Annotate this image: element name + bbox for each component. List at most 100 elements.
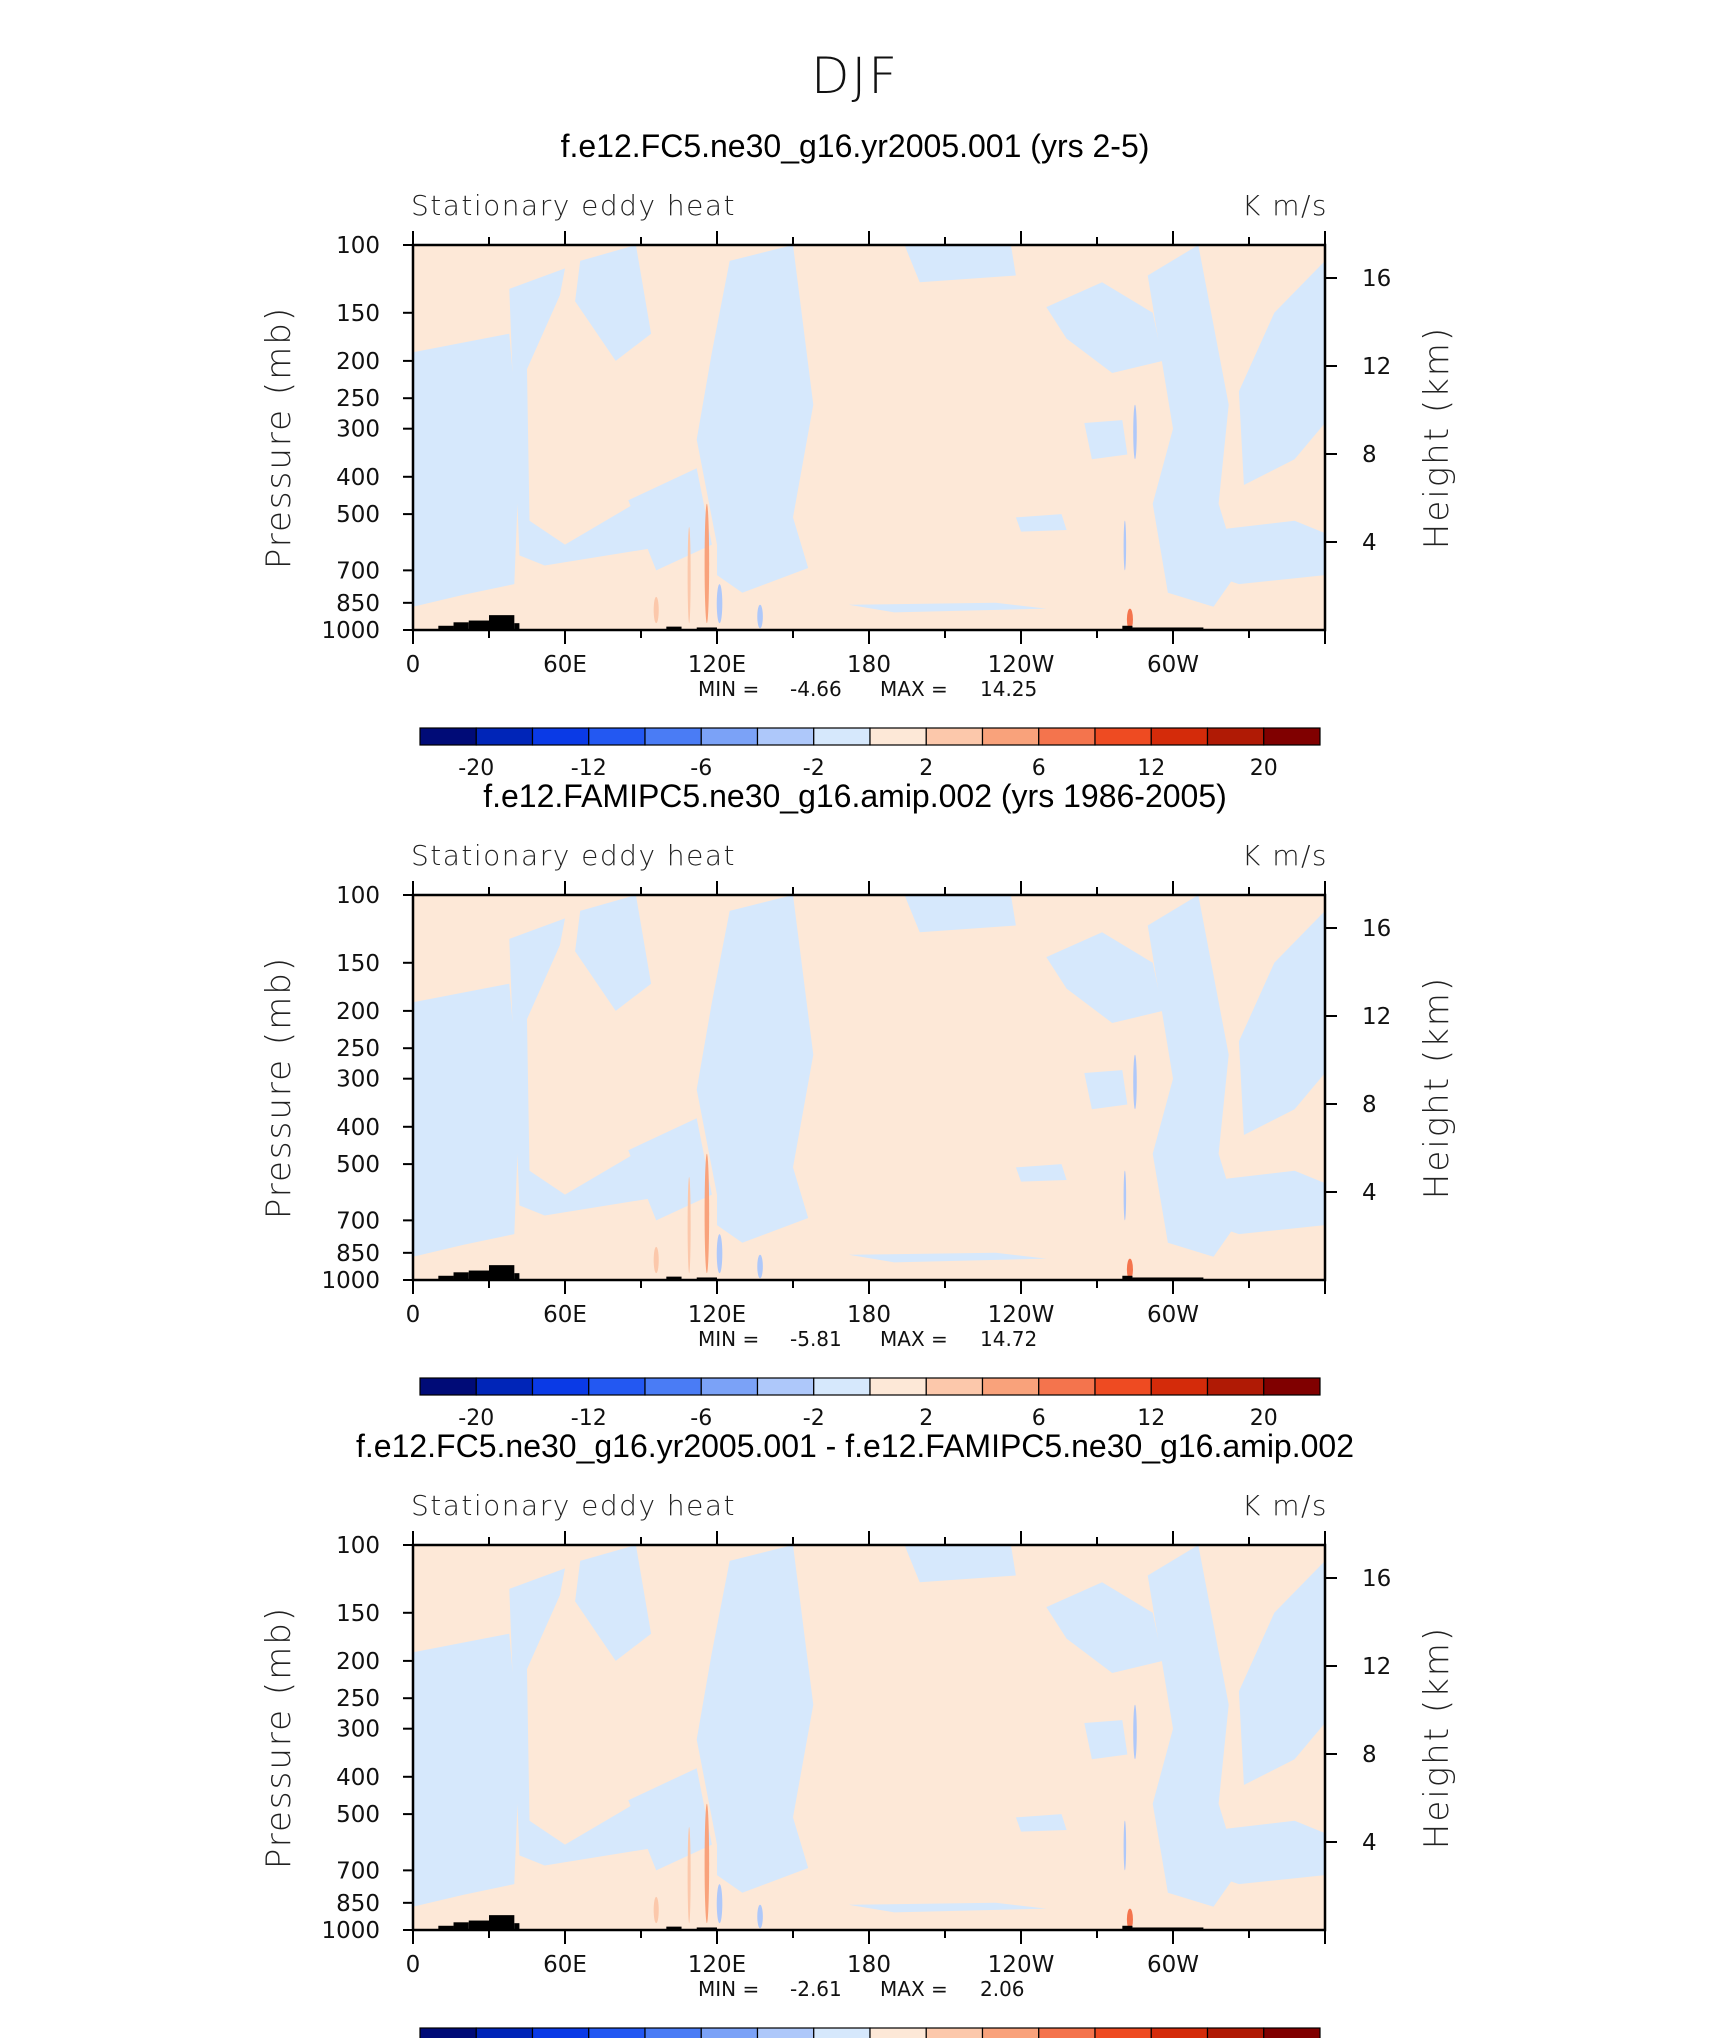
negative-region: [575, 895, 652, 1011]
contour-field: [413, 895, 1325, 1280]
y2-tick-label: 4: [1362, 1830, 1377, 1856]
contour-filament: [704, 1153, 710, 1274]
max-label: MAX =: [880, 1977, 948, 2001]
y-tick-label: 500: [336, 502, 380, 528]
max-value: 2.06: [980, 1977, 1025, 2001]
colorbar-box: [419, 727, 477, 746]
y-tick-label: 400: [336, 1765, 380, 1791]
contour-filament: [687, 1176, 691, 1274]
topography: [666, 626, 682, 630]
negative-region: [904, 1545, 1016, 1583]
colorbar-box: [644, 1377, 702, 1396]
topography: [696, 627, 717, 630]
colorbar-label: 20: [1250, 756, 1278, 781]
y2-tick-label: 16: [1362, 916, 1391, 942]
negative-region: [1188, 1170, 1325, 1235]
x-tick-label: 60W: [1147, 1302, 1199, 1328]
colorbar-label: 6: [1032, 756, 1046, 781]
negative-region: [696, 245, 814, 593]
y-tick-label: 700: [336, 1858, 380, 1884]
negative-region: [848, 1252, 1047, 1263]
panel-title: f.e12.FAMIPC5.ne30_g16.amip.002 (yrs 198…: [483, 778, 1227, 814]
y2-tick-label: 4: [1362, 1180, 1377, 1206]
y-tick-label: 850: [336, 1891, 380, 1917]
panel-title: f.e12.FC5.ne30_g16.yr2005.001 (yrs 2-5): [561, 128, 1150, 164]
negative-region: [904, 245, 1016, 283]
contour-filament: [1126, 1908, 1133, 1930]
contour-filament: [653, 1246, 659, 1274]
x-tick-label: 120E: [688, 1952, 746, 1978]
y2-tick-label: 16: [1362, 266, 1391, 292]
max-value: 14.72: [980, 1327, 1037, 1351]
x-tick-label: 120W: [988, 1302, 1055, 1328]
contour-filament: [687, 526, 691, 624]
negative-region: [1046, 282, 1163, 373]
y-tick-label: 500: [336, 1152, 380, 1178]
topography: [453, 1272, 469, 1280]
x-tick-label: 60E: [543, 652, 587, 678]
negative-region: [696, 1545, 814, 1893]
x-tick-label: 60E: [543, 1302, 587, 1328]
colorbar-box: [1094, 727, 1152, 746]
x-tick-label: 0: [406, 1302, 421, 1328]
colorbar-label: -20: [458, 1406, 494, 1431]
negative-region: [575, 245, 652, 361]
colorbar-box: [531, 2027, 590, 2038]
topography: [1132, 1277, 1204, 1280]
contour-filament: [757, 1254, 763, 1279]
colorbar-box: [1150, 727, 1209, 746]
colorbar-box: [756, 1377, 815, 1396]
panels: f.e12.FC5.ne30_g16.yr2005.001 (yrs 2-5) S…: [259, 128, 1457, 2038]
topography: [453, 1922, 469, 1930]
contour-filament: [704, 1803, 710, 1924]
negative-region: [628, 468, 712, 571]
contour-filament: [1133, 1054, 1137, 1110]
y-tick-label: 850: [336, 591, 380, 617]
colorbar-box: [925, 1377, 984, 1396]
negative-region: [413, 333, 520, 607]
topography: [696, 1277, 717, 1280]
colorbar-box: [419, 2027, 477, 2038]
contour-filament: [716, 1234, 723, 1274]
min-label: MIN =: [698, 677, 759, 701]
panel-2: f.e12.FAMIPC5.ne30_g16.amip.002 (yrs 198…: [259, 778, 1457, 1431]
max-value: 14.25: [980, 677, 1037, 701]
colorbar-box: [588, 727, 646, 746]
colorbar-box: [981, 727, 1040, 746]
contour-filament: [1123, 1820, 1127, 1871]
topography: [514, 1273, 520, 1280]
negative-region: [575, 1545, 652, 1661]
y2-tick-label: 8: [1362, 1742, 1377, 1768]
panel-units-label: K m/s: [1242, 1489, 1328, 1522]
colorbar-box: [925, 2027, 984, 2038]
y-tick-label: 300: [336, 1067, 380, 1093]
topography: [1122, 1275, 1133, 1280]
contour-filament: [653, 1896, 659, 1924]
colorbar-box: [700, 2027, 759, 2038]
y2-tick-label: 8: [1362, 442, 1377, 468]
panel-subtitle-left: Stationary eddy heat: [411, 1489, 736, 1522]
colorbar-box: [1206, 727, 1265, 746]
y-tick-label: 1000: [321, 1918, 380, 1944]
negative-region: [696, 895, 814, 1243]
y-tick-label: 150: [336, 1601, 380, 1627]
topography: [696, 1927, 717, 1930]
negative-region: [1147, 245, 1239, 607]
topography: [489, 1265, 515, 1280]
y-tick-label: 1000: [321, 1268, 380, 1294]
contour-field: [413, 245, 1325, 630]
y-axis-label-right: Height (km): [1417, 326, 1457, 549]
negative-region: [848, 1902, 1047, 1913]
y-axis-label-left: Pressure (mb): [259, 1606, 299, 1869]
x-tick-label: 60E: [543, 1952, 587, 1978]
panel-units-label: K m/s: [1242, 189, 1328, 222]
colorbar-label: -2: [803, 756, 825, 781]
negative-region: [1046, 932, 1163, 1023]
colorbar-box: [1094, 2027, 1152, 2038]
y-tick-label: 200: [336, 349, 380, 375]
colorbar-label: 2: [919, 756, 933, 781]
negative-region: [1084, 420, 1128, 460]
y-tick-label: 700: [336, 558, 380, 584]
colorbar-box: [869, 1377, 927, 1396]
contour-field: [413, 1545, 1325, 1930]
